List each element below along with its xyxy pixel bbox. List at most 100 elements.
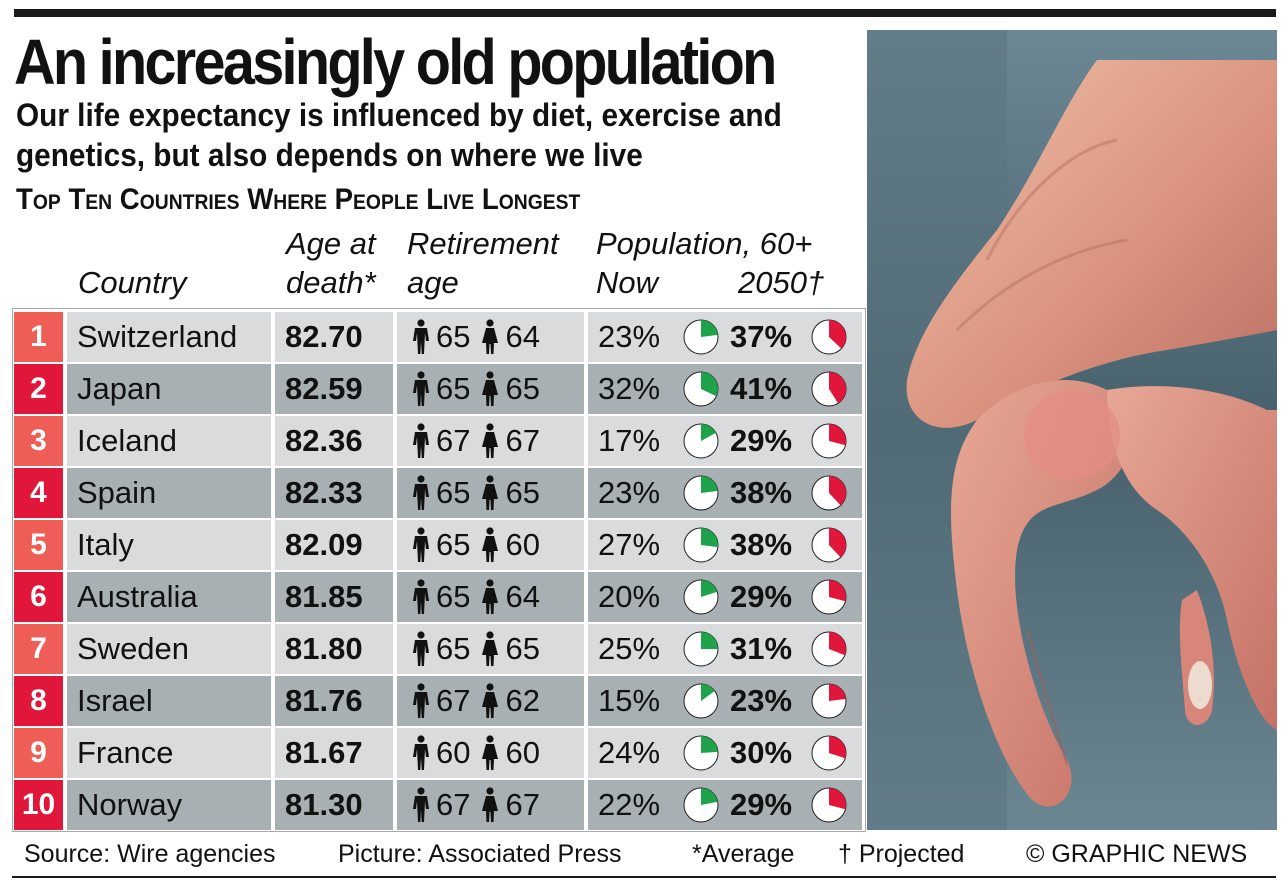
man-icon xyxy=(413,475,429,510)
retirement-age-female: 67 xyxy=(505,423,540,458)
population-2050: 38% xyxy=(730,527,793,562)
pie-now xyxy=(683,475,719,511)
pie-2050 xyxy=(811,319,847,355)
population-now: 20% xyxy=(598,579,661,614)
pie-now-slice xyxy=(701,736,718,753)
pie-2050-slice xyxy=(829,580,847,602)
population-60plus: 22% 29% xyxy=(588,780,862,830)
footer-copyright: © GRAPHIC NEWS xyxy=(1026,840,1248,868)
retirement-age-male: 65 xyxy=(436,631,471,666)
country-name: Japan xyxy=(67,364,271,414)
population-now: 17% xyxy=(598,423,661,458)
retirement-age-female: 65 xyxy=(505,475,540,510)
country-name: Iceland xyxy=(67,416,271,466)
country-name: Italy xyxy=(67,520,271,570)
column-header-retirement-line2: age xyxy=(407,265,459,300)
woman-icon xyxy=(482,735,499,770)
pie-2050-slice xyxy=(829,372,846,404)
woman-icon xyxy=(482,423,499,458)
age-at-death: 82.70 xyxy=(275,312,393,362)
column-header-country: Country xyxy=(78,265,187,300)
population-60plus: 23% 37% xyxy=(588,312,862,362)
retirement-age-male: 67 xyxy=(436,787,471,822)
man-icon xyxy=(413,527,429,562)
top-rule xyxy=(14,9,1276,17)
population-now: 22% xyxy=(598,787,661,822)
retirement-age: 65 65 xyxy=(397,468,584,518)
population-2050: 37% xyxy=(730,319,793,354)
pie-2050-slice xyxy=(829,736,847,759)
table-row: 9 France 81.67 60 60 24% 30% xyxy=(14,728,862,778)
retirement-age-female: 64 xyxy=(505,319,540,354)
retirement-age-female: 60 xyxy=(505,527,540,562)
table-row: 6 Australia 81.85 65 64 20% 29% xyxy=(14,572,862,622)
pie-2050 xyxy=(811,787,847,823)
man-icon xyxy=(413,423,429,458)
footer-rule xyxy=(12,876,1276,878)
woman-icon xyxy=(482,319,499,354)
pie-now xyxy=(683,683,719,719)
age-at-death: 81.85 xyxy=(275,572,393,622)
retirement-age-male: 65 xyxy=(436,579,471,614)
age-at-death: 81.67 xyxy=(275,728,393,778)
population-now: 23% xyxy=(598,475,661,510)
table-row: 5 Italy 82.09 65 60 27% 38% xyxy=(14,520,862,570)
woman-icon xyxy=(482,475,499,510)
age-at-death: 81.76 xyxy=(275,676,393,726)
population-now: 15% xyxy=(598,683,661,718)
age-at-death: 81.80 xyxy=(275,624,393,674)
pie-2050 xyxy=(811,683,847,719)
elderly-hands-photo xyxy=(867,30,1277,830)
population-2050: 41% xyxy=(730,371,793,406)
retirement-age-female: 60 xyxy=(505,735,540,770)
rank-badge: 2 xyxy=(14,364,63,414)
footer: Source: Wire agencies Picture: Associate… xyxy=(12,830,1276,878)
retirement-age-male: 67 xyxy=(436,683,471,718)
retirement-age-male: 65 xyxy=(436,371,471,406)
footer-average-note: *Average xyxy=(692,840,795,868)
pie-now xyxy=(683,579,719,615)
population-2050: 29% xyxy=(730,579,793,614)
pie-now-slice xyxy=(701,372,718,397)
pie-2050 xyxy=(811,371,847,407)
population-now: 27% xyxy=(598,527,661,562)
column-header-retirement-line1: Retirement xyxy=(407,226,559,261)
age-at-death: 82.36 xyxy=(275,416,393,466)
footer-projected-note: † Projected xyxy=(838,840,965,868)
population-60plus: 20% 29% xyxy=(588,572,862,622)
retirement-age-male: 67 xyxy=(436,423,471,458)
population-now: 32% xyxy=(598,371,661,406)
rank-badge: 8 xyxy=(14,676,63,726)
woman-icon xyxy=(482,631,499,666)
rank-badge: 1 xyxy=(14,312,63,362)
table-row: 3 Iceland 82.36 67 67 17% 29% xyxy=(14,416,862,466)
retirement-age: 65 65 xyxy=(397,364,584,414)
pie-now xyxy=(683,319,719,355)
population-now: 24% xyxy=(598,735,661,770)
pie-2050 xyxy=(811,527,847,563)
woman-icon xyxy=(482,579,499,614)
woman-icon xyxy=(482,371,499,406)
table-row: 1 Switzerland 82.70 65 64 23% 37% xyxy=(14,312,862,362)
pie-2050 xyxy=(811,631,847,667)
age-at-death: 81.30 xyxy=(275,780,393,830)
retirement-age-male: 60 xyxy=(436,735,471,770)
pie-2050-slice xyxy=(829,788,847,810)
country-name: Switzerland xyxy=(67,312,271,362)
man-icon xyxy=(413,579,429,614)
table-heading: Top Ten Countries Where People Live Long… xyxy=(16,183,581,216)
population-60plus: 24% 30% xyxy=(588,728,862,778)
retirement-age-male: 65 xyxy=(436,527,471,562)
population-60plus: 27% 38% xyxy=(588,520,862,570)
pie-2050 xyxy=(811,475,847,511)
pie-2050 xyxy=(811,423,847,459)
country-name: Australia xyxy=(67,572,271,622)
table-row: 2 Japan 82.59 65 65 32% 41% xyxy=(14,364,862,414)
retirement-age: 65 64 xyxy=(397,572,584,622)
rank-badge: 10 xyxy=(14,780,63,830)
retirement-age-female: 64 xyxy=(505,579,540,614)
population-2050: 23% xyxy=(730,683,793,718)
population-2050: 29% xyxy=(730,787,793,822)
man-icon xyxy=(413,631,429,666)
pie-now xyxy=(683,423,719,459)
